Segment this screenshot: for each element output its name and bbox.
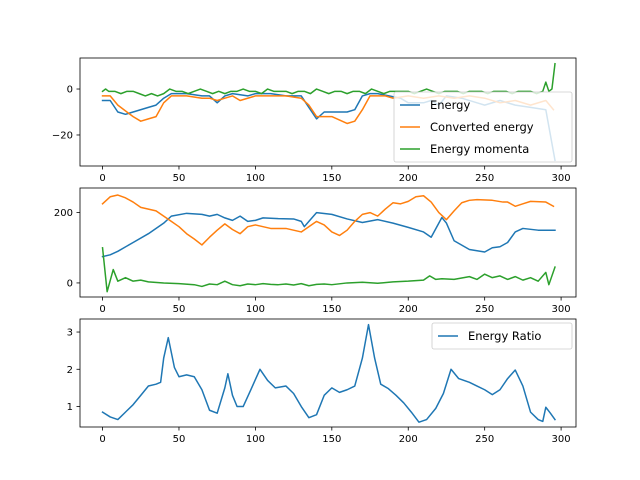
x-tick-label: 50: [173, 173, 186, 184]
energy-panel: 0 50 100 150 200 250 300 −20 0 Energy Converted en…: [52, 57, 577, 184]
series-line-converted-energy: [101, 194, 555, 246]
series-line-energy-momenta: [101, 246, 556, 293]
x-tick-label: 250: [475, 434, 494, 445]
legend: Energy Converted energy Energy momenta: [393, 91, 573, 163]
x-tick-label: 50: [173, 304, 186, 315]
x-tick-label: 300: [552, 173, 571, 184]
x-tick-label: 150: [322, 173, 341, 184]
axes-frame: [79, 57, 577, 167]
axes-frame: [79, 187, 577, 298]
x-tick-label: 250: [475, 173, 494, 184]
x-tick-label: 300: [552, 434, 571, 445]
y-tick-label: 3: [67, 328, 73, 339]
y-tick-label: 1: [67, 402, 73, 413]
x-tick-label: 150: [322, 434, 341, 445]
y-tick-label: 200: [54, 208, 73, 219]
x-tick-label: 300: [552, 304, 571, 315]
legend: Energy Ratio: [431, 322, 573, 350]
legend-label-converted-energy: Converted energy: [430, 120, 534, 134]
energy-ratio-panel: 0 50 100 150 200 250 300 1 2 3 Energy Ratio: [67, 318, 577, 445]
legend-box: [393, 91, 573, 163]
x-tick-label: 150: [322, 304, 341, 315]
x-tick-label: 200: [399, 173, 418, 184]
series-line-energy-ratio: [101, 323, 557, 423]
series-line-energy: [101, 211, 556, 258]
x-tick-label: 0: [99, 304, 105, 315]
legend-label-energy: Energy: [430, 98, 470, 112]
y-tick-label: 0: [67, 85, 73, 96]
axes-frame: [79, 318, 577, 428]
x-tick-label: 100: [246, 304, 265, 315]
x-tick-label: 0: [99, 173, 105, 184]
x-tick-label: 100: [246, 173, 265, 184]
x-tick-label: 200: [399, 434, 418, 445]
y-tick-label: −20: [52, 130, 73, 141]
legend-box: [431, 322, 573, 350]
x-tick-label: 100: [246, 434, 265, 445]
x-tick-label: 250: [475, 304, 494, 315]
y-tick-label: 2: [67, 365, 73, 376]
legend-label-energy-momenta: Energy momenta: [430, 142, 529, 156]
x-tick-label: 200: [399, 304, 418, 315]
x-tick-label: 50: [173, 434, 186, 445]
converted-energy-panel: 0 50 100 150 200 250 300 0 200: [54, 187, 577, 315]
y-tick-label: 0: [67, 278, 73, 289]
legend-label-energy-ratio: Energy Ratio: [468, 329, 541, 343]
x-tick-label: 0: [99, 434, 105, 445]
